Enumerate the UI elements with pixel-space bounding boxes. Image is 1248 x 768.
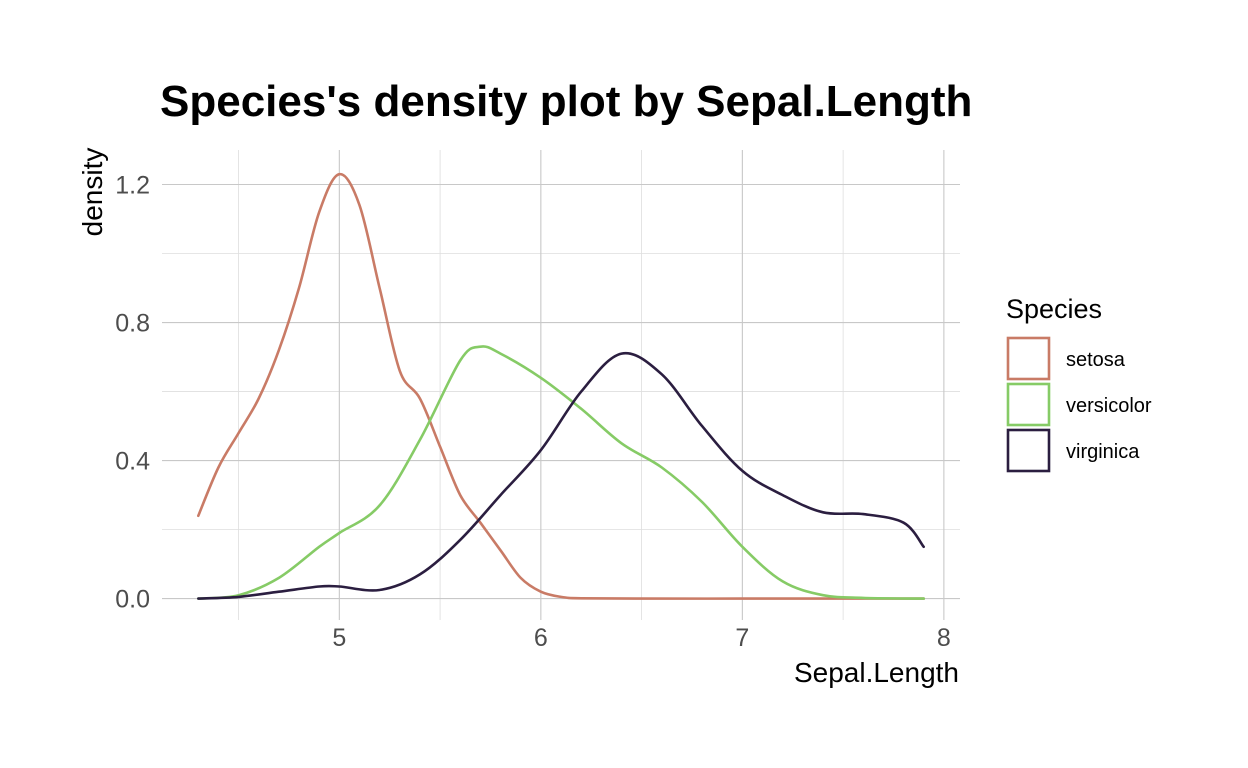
density-line-versicolor xyxy=(197,345,925,600)
x-tick-label: 7 xyxy=(735,624,749,652)
y-tick-label: 1.2 xyxy=(115,172,150,200)
legend-label-virginica: virginica xyxy=(1066,441,1140,463)
legend-key-virginica xyxy=(1006,428,1051,473)
grid xyxy=(162,150,960,620)
y-axis-ticks: 0.0 0.4 0.8 1.2 xyxy=(115,172,150,614)
x-tick-label: 5 xyxy=(332,624,346,652)
x-axis-ticks: 5 6 7 8 xyxy=(332,624,950,652)
x-tick-label: 6 xyxy=(534,624,548,652)
legend-label-setosa: setosa xyxy=(1066,349,1126,371)
y-axis-title: density xyxy=(77,148,108,237)
y-tick-label: 0.4 xyxy=(115,448,150,476)
density-line-virginica xyxy=(197,351,925,600)
legend-key-setosa xyxy=(1006,336,1051,381)
density-line-setosa xyxy=(197,172,925,600)
legend-items: setosa versicolor virginica xyxy=(1006,336,1152,473)
legend-key-versicolor xyxy=(1006,382,1051,427)
x-tick-label: 8 xyxy=(937,624,951,652)
series-group xyxy=(197,172,925,600)
legend-label-versicolor: versicolor xyxy=(1066,395,1152,417)
legend-title: Species xyxy=(1006,294,1102,324)
y-tick-label: 0.0 xyxy=(115,586,150,614)
x-axis-title: Sepal.Length xyxy=(794,657,959,688)
y-tick-label: 0.8 xyxy=(115,310,150,338)
chart-title: Species's density plot by Sepal.Length xyxy=(160,77,972,126)
legend: Species setosa versicolor virginica xyxy=(1006,294,1152,473)
